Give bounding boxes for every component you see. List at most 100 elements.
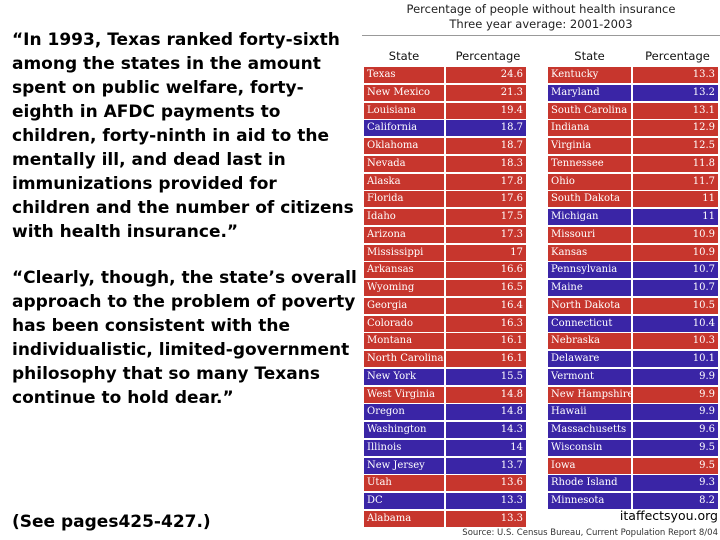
percentage-cell: 9.9 [633,368,718,385]
table-row: South Carolina 13.1 [546,102,720,120]
state-cell: Connecticut [548,315,631,332]
table-row: Colorado 16.3 [362,315,534,333]
state-cell: Virginia [548,138,631,154]
table-row: Pennsylvania 10.7 [546,261,720,279]
percentage-cell: 14.8 [446,386,526,403]
table-row: New Jersey 13.7 [362,457,534,475]
right-column: Kentucky 13.3 Maryland 13.2 South Carolina 13… [546,66,720,510]
table-row: Iowa 9.5 [546,457,720,475]
percentage-cell: 16.1 [446,351,526,367]
percentage-cell: 18.7 [446,138,526,154]
percentage-cell: 11 [633,209,718,225]
table-row: Florida 17.6 [362,190,534,208]
percentage-cell: 10.9 [633,244,718,261]
table-row: Alaska 17.8 [362,173,534,191]
state-cell: Delaware [548,351,631,367]
state-cell: Mississippi [364,244,444,261]
percentage-cell: 9.9 [633,386,718,403]
table-row: Oklahoma 18.7 [362,137,534,155]
state-cell: Vermont [548,368,631,385]
percentage-cell: 10.5 [633,297,718,314]
state-cell: South Carolina [548,102,631,119]
table-row: Vermont 9.9 [546,368,720,386]
percentage-cell: 11 [633,191,718,208]
percentage-cell: 14.3 [446,422,526,438]
state-cell: Nevada [364,155,444,172]
percentage-cell: 16.3 [446,315,526,332]
table-row: Nebraska 10.3 [546,332,720,350]
state-cell: Maine [548,280,631,296]
state-cell: Kansas [548,244,631,261]
state-cell: West Virginia [364,386,444,403]
state-cell: Nebraska [548,333,631,350]
state-cell: Alaska [364,173,444,190]
table-title-block: Percentage of people without health insu… [362,2,720,32]
table-row: Utah 13.6 [362,474,534,492]
state-cell: Illinois [364,439,444,456]
uninsured-table: Percentage of people without health insu… [362,0,720,540]
percentage-cell: 24.6 [446,67,526,83]
percentage-cell: 13.3 [446,510,526,527]
table-row: Ohio 11.7 [546,173,720,191]
state-cell: DC [364,493,444,509]
state-cell: California [364,120,444,137]
table-subtitle: Three year average: 2001-2003 [449,17,633,31]
table-row: Idaho 17.5 [362,208,534,226]
state-cell: Colorado [364,315,444,332]
state-cell: Missouri [548,226,631,243]
percentage-cell: 16.5 [446,280,526,296]
percentage-cell: 14 [446,439,526,456]
state-cell: Wyoming [364,280,444,296]
table-row: Kansas 10.9 [546,244,720,262]
left-percentage-header: Percentage [455,49,521,63]
state-cell: Hawaii [548,404,631,421]
table-row: Indiana 12.9 [546,119,720,137]
table-row: Massachusetts 9.6 [546,421,720,439]
state-cell: Ohio [548,173,631,190]
table-row: Louisiana 19.4 [362,102,534,120]
percentage-cell: 10.7 [633,262,718,279]
percentage-cell: 16.4 [446,297,526,314]
percentage-cell: 13.7 [446,457,526,474]
right-percentage-header: Percentage [645,49,710,63]
percentage-cell: 13.3 [446,493,526,509]
page-reference: (See pages425-427.) [12,512,211,532]
right-state-header: State [574,49,605,63]
table-row: Wisconsin 9.5 [546,439,720,457]
state-cell: Massachusetts [548,422,631,438]
state-cell: New Hampshire [548,386,631,403]
state-cell: Michigan [548,209,631,225]
state-cell: Tennessee [548,155,631,172]
table-row: Rhode Island 9.3 [546,474,720,492]
percentage-cell: 19.4 [446,102,526,119]
state-cell: Arizona [364,226,444,243]
quote-2: “Clearly, though, the state’s overall ap… [12,268,357,408]
state-cell: Kentucky [548,67,631,83]
state-cell: Louisiana [364,102,444,119]
table-row: New York 15.5 [362,368,534,386]
state-cell: Texas [364,67,444,83]
percentage-cell: 10.7 [633,280,718,296]
percentage-cell: 10.9 [633,226,718,243]
state-cell: Idaho [364,209,444,225]
percentage-cell: 9.5 [633,457,718,474]
percentage-cell: 9.9 [633,404,718,421]
state-cell: New Jersey [364,457,444,474]
percentage-cell: 13.1 [633,102,718,119]
percentage-cell: 9.6 [633,422,718,438]
table-row: North Dakota 10.5 [546,297,720,315]
percentage-cell: 15.5 [446,368,526,385]
percentage-cell: 18.3 [446,155,526,172]
source-note: Source: U.S. Census Bureau, Current Popu… [462,528,718,538]
percentage-cell: 16.6 [446,262,526,279]
table-row: Texas 24.6 [362,66,534,84]
percentage-cell: 17 [446,244,526,261]
percentage-cell: 10.3 [633,333,718,350]
percentage-cell: 13.3 [633,67,718,83]
state-cell: Minnesota [548,493,631,509]
left-state-header: State [388,49,420,63]
left-column: Texas 24.6 New Mexico 21.3 Louisiana 19.4 Cali… [362,66,534,528]
state-cell: Washington [364,422,444,438]
quote-1: “In 1993, Texas ranked forty-sixth among… [12,30,354,242]
state-cell: New York [364,368,444,385]
